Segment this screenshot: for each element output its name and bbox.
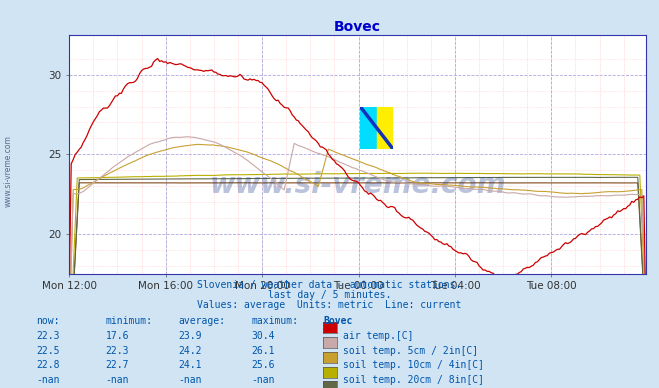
Text: last day / 5 minutes.: last day / 5 minutes. [268, 290, 391, 300]
Text: 24.2: 24.2 [178, 346, 202, 356]
Text: minimum:: minimum: [105, 316, 152, 326]
Bar [360, 107, 377, 149]
Text: -nan: -nan [105, 375, 129, 385]
Text: 24.1: 24.1 [178, 360, 202, 371]
Text: air temp.[C]: air temp.[C] [343, 331, 413, 341]
Text: -nan: -nan [36, 375, 60, 385]
Text: 30.4: 30.4 [252, 331, 275, 341]
Text: soil temp. 5cm / 2in[C]: soil temp. 5cm / 2in[C] [343, 346, 478, 356]
Text: www.si-vreme.com: www.si-vreme.com [3, 135, 13, 207]
Text: 22.8: 22.8 [36, 360, 60, 371]
Bar [377, 107, 393, 149]
Text: 22.7: 22.7 [105, 360, 129, 371]
Text: 23.9: 23.9 [178, 331, 202, 341]
Text: soil temp. 10cm / 4in[C]: soil temp. 10cm / 4in[C] [343, 360, 484, 371]
Text: average:: average: [178, 316, 225, 326]
Text: 25.6: 25.6 [252, 360, 275, 371]
Text: Bovec: Bovec [323, 316, 353, 326]
Text: -nan: -nan [252, 375, 275, 385]
Text: 22.3: 22.3 [105, 346, 129, 356]
Text: www.si-vreme.com: www.si-vreme.com [210, 171, 505, 199]
Text: Slovenia / weather data - automatic stations.: Slovenia / weather data - automatic stat… [197, 280, 462, 290]
Text: 22.5: 22.5 [36, 346, 60, 356]
Title: Bovec: Bovec [334, 20, 381, 34]
Text: -nan: -nan [178, 375, 202, 385]
Text: maximum:: maximum: [252, 316, 299, 326]
Text: now:: now: [36, 316, 60, 326]
Text: 17.6: 17.6 [105, 331, 129, 341]
Text: 26.1: 26.1 [252, 346, 275, 356]
Text: 22.3: 22.3 [36, 331, 60, 341]
Text: Values: average  Units: metric  Line: current: Values: average Units: metric Line: curr… [197, 300, 462, 310]
Text: soil temp. 20cm / 8in[C]: soil temp. 20cm / 8in[C] [343, 375, 484, 385]
